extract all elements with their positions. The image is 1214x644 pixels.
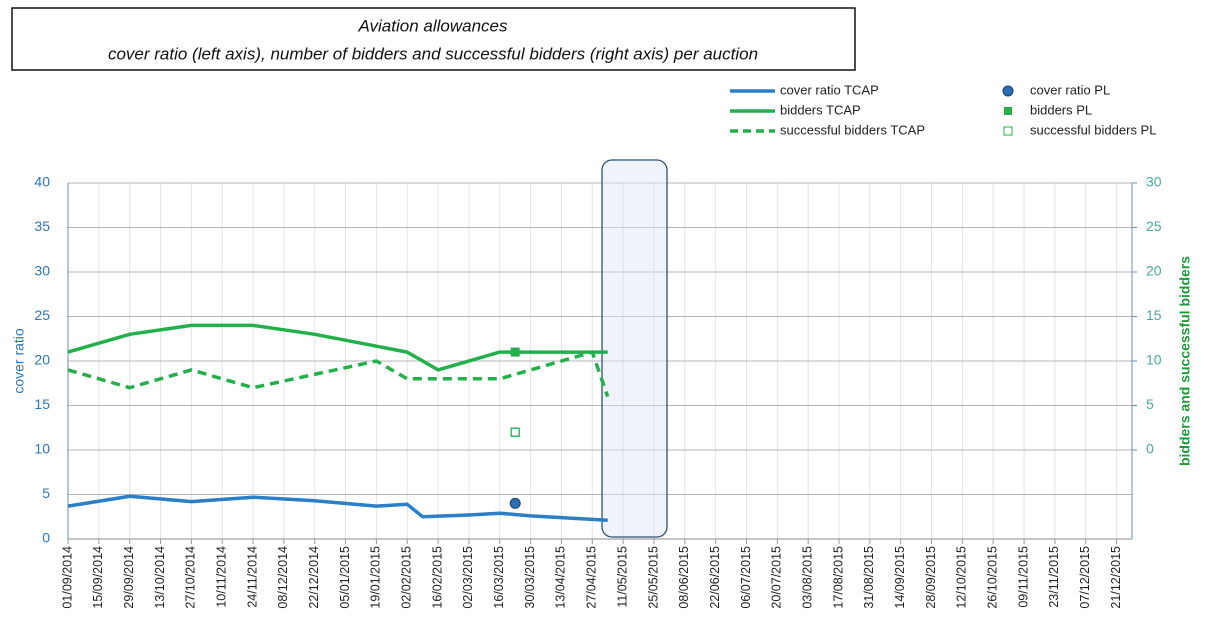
x-tick-label: 19/01/2015 — [369, 546, 383, 609]
point-marker — [510, 427, 520, 437]
x-tick-label: 26/10/2015 — [986, 546, 1000, 609]
x-tick-label: 31/08/2015 — [862, 546, 876, 609]
x-tick-label: 02/02/2015 — [400, 546, 414, 609]
y-tick-label: 35 — [34, 218, 50, 234]
y2-tick-label: 30 — [1146, 174, 1162, 190]
legend-swatch — [1004, 107, 1012, 115]
x-tick-label: 23/11/2015 — [1047, 546, 1061, 608]
x-tick-label: 25/05/2015 — [646, 546, 660, 609]
legend-label: successful bidders PL — [1030, 122, 1156, 137]
legend-item: successful bidders PL — [1003, 122, 1156, 137]
x-tick-label: 28/09/2015 — [924, 546, 938, 609]
y-tick-label: 15 — [34, 396, 50, 412]
x-tick-label: 03/08/2015 — [800, 546, 814, 609]
x-tick-label: 21/12/2015 — [1109, 546, 1123, 609]
y2-axis-label: bidders and successful bidders — [1177, 256, 1193, 466]
y2-tick-label: 0 — [1146, 441, 1154, 457]
x-tick-label: 10/11/2014 — [214, 546, 228, 608]
x-tick-label: 27/04/2015 — [585, 546, 599, 609]
legend-item: successful bidders TCAP — [730, 122, 925, 137]
highlight-box — [601, 159, 668, 538]
legend-label: bidders TCAP — [780, 102, 861, 117]
y2-tick-label: 15 — [1146, 307, 1162, 323]
y-axis-label: cover ratio — [11, 328, 27, 394]
legend-item: cover ratio TCAP — [730, 82, 879, 97]
chart-subtitle: cover ratio (left axis), number of bidde… — [108, 44, 758, 63]
point-marker — [510, 347, 520, 357]
x-tick-label: 14/09/2015 — [893, 546, 907, 609]
series-line — [67, 323, 608, 372]
title-box — [11, 7, 856, 71]
point-marker — [509, 497, 521, 509]
x-tick-label: 09/11/2015 — [1016, 546, 1030, 608]
y-tick-label: 5 — [42, 485, 50, 501]
y-tick-label: 30 — [34, 263, 50, 279]
y-tick-label: 0 — [42, 530, 50, 546]
x-tick-label: 20/07/2015 — [770, 546, 784, 609]
y-tick-label: 25 — [34, 307, 50, 323]
y-tick-label: 40 — [34, 174, 50, 190]
legend-label: successful bidders TCAP — [780, 122, 925, 137]
legend-swatch — [1002, 85, 1014, 97]
x-tick-label: 01/09/2014 — [60, 546, 74, 609]
x-tick-label: 24/11/2014 — [245, 546, 259, 608]
legend-label: cover ratio PL — [1030, 82, 1110, 97]
x-tick-label: 16/03/2015 — [492, 546, 506, 609]
x-tick-label: 05/01/2015 — [338, 546, 352, 609]
x-tick-label: 30/03/2015 — [523, 546, 537, 609]
legend-swatch — [1003, 126, 1013, 136]
x-tick-label: 06/07/2015 — [739, 546, 753, 609]
y2-tick-label: 25 — [1146, 218, 1162, 234]
x-tick-label: 08/06/2015 — [677, 546, 691, 609]
legend-item: cover ratio PL — [1002, 82, 1110, 97]
series-line — [67, 494, 608, 523]
x-tick-label: 08/12/2014 — [276, 546, 290, 609]
x-tick-label: 29/09/2014 — [122, 546, 136, 609]
x-tick-label: 22/06/2015 — [708, 546, 722, 609]
y2-tick-label: 5 — [1146, 396, 1154, 412]
legend-item: bidders PL — [1004, 102, 1092, 117]
legend-item: bidders TCAP — [730, 102, 861, 117]
x-tick-label: 22/12/2014 — [307, 546, 321, 609]
x-tick-label: 27/10/2014 — [184, 546, 198, 609]
x-tick-label: 13/10/2014 — [153, 546, 167, 609]
x-tick-label: 02/03/2015 — [461, 546, 475, 609]
y2-tick-label: 10 — [1146, 352, 1162, 368]
legend-label: cover ratio TCAP — [780, 82, 879, 97]
legend-label: bidders PL — [1030, 102, 1092, 117]
x-tick-label: 16/02/2015 — [430, 546, 444, 609]
x-tick-label: 11/05/2015 — [615, 546, 629, 608]
x-tick-label: 17/08/2015 — [831, 546, 845, 609]
chart-title: Aviation allowances — [358, 16, 508, 35]
series-line — [67, 350, 610, 398]
x-tick-label: 12/10/2015 — [955, 546, 969, 609]
x-tick-label: 13/04/2015 — [554, 546, 568, 609]
y-tick-label: 20 — [34, 352, 50, 368]
y-tick-label: 10 — [34, 441, 50, 457]
x-tick-label: 07/12/2015 — [1078, 546, 1092, 609]
y2-tick-label: 20 — [1146, 263, 1162, 279]
x-tick-label: 15/09/2014 — [91, 546, 105, 609]
